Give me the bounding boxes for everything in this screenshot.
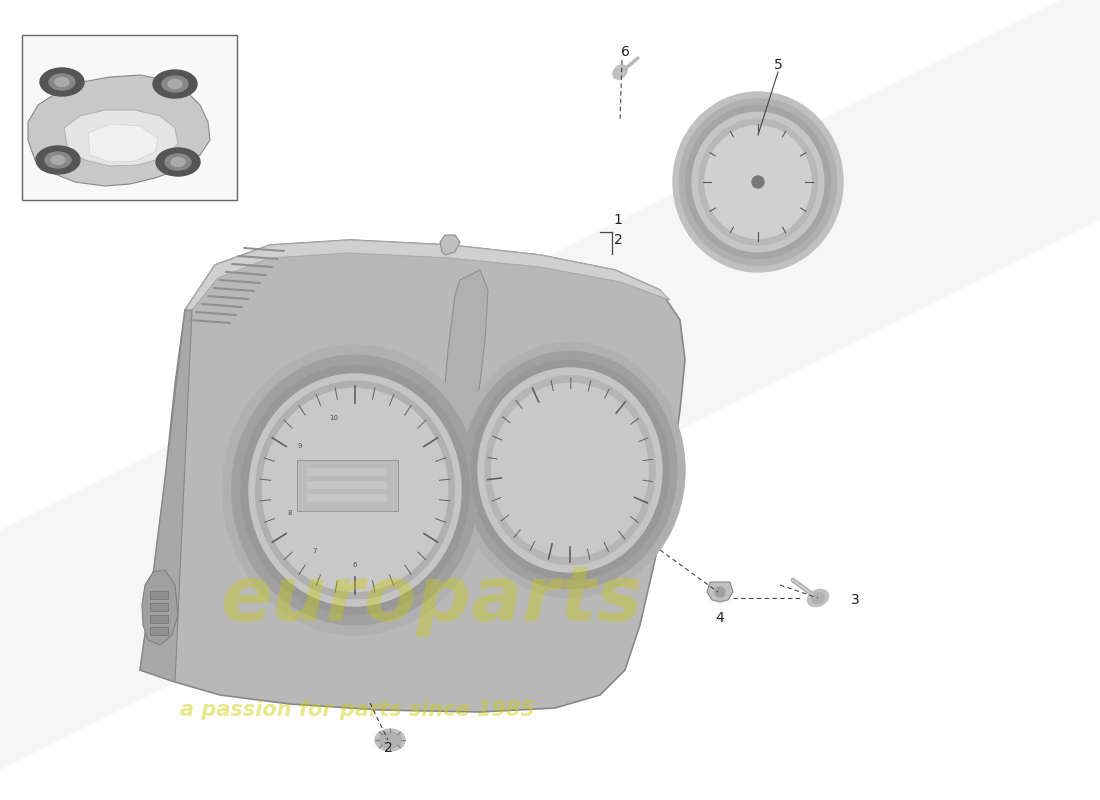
Text: 1: 1 (614, 213, 623, 227)
Ellipse shape (222, 345, 487, 635)
FancyBboxPatch shape (307, 468, 387, 476)
Ellipse shape (807, 590, 828, 606)
Ellipse shape (492, 383, 648, 557)
Ellipse shape (698, 119, 817, 245)
Polygon shape (718, 214, 798, 232)
Ellipse shape (232, 355, 478, 625)
Text: 7: 7 (312, 548, 317, 554)
FancyBboxPatch shape (297, 460, 398, 511)
Ellipse shape (812, 593, 824, 603)
Ellipse shape (45, 152, 72, 168)
Text: europarts: europarts (220, 563, 642, 637)
Ellipse shape (685, 106, 830, 258)
Ellipse shape (680, 98, 837, 266)
Text: 10: 10 (329, 415, 338, 422)
Text: a passion for parts since 1985: a passion for parts since 1985 (180, 700, 535, 720)
Polygon shape (185, 240, 670, 310)
Ellipse shape (471, 360, 669, 580)
Ellipse shape (249, 374, 461, 606)
Ellipse shape (170, 158, 185, 166)
Text: 3: 3 (850, 593, 859, 607)
Ellipse shape (463, 351, 676, 589)
FancyBboxPatch shape (150, 603, 168, 611)
Ellipse shape (55, 78, 69, 86)
FancyBboxPatch shape (307, 494, 387, 502)
Polygon shape (0, 0, 1100, 770)
Polygon shape (438, 270, 488, 545)
Ellipse shape (379, 732, 401, 748)
Ellipse shape (613, 65, 627, 79)
Polygon shape (140, 240, 685, 712)
Circle shape (752, 176, 764, 188)
Ellipse shape (673, 92, 843, 272)
Polygon shape (64, 110, 178, 166)
Polygon shape (88, 124, 158, 162)
Ellipse shape (478, 368, 662, 572)
Ellipse shape (162, 76, 188, 92)
Polygon shape (440, 235, 460, 255)
Ellipse shape (455, 342, 685, 598)
Text: 9: 9 (297, 442, 301, 449)
Ellipse shape (50, 74, 75, 90)
Ellipse shape (692, 112, 824, 252)
Circle shape (715, 587, 725, 597)
FancyBboxPatch shape (150, 615, 168, 623)
Text: 6: 6 (620, 45, 629, 59)
Ellipse shape (40, 68, 84, 96)
FancyBboxPatch shape (150, 591, 168, 599)
Ellipse shape (262, 389, 448, 591)
FancyBboxPatch shape (307, 481, 387, 489)
Ellipse shape (165, 154, 191, 170)
Ellipse shape (168, 79, 182, 89)
Ellipse shape (375, 729, 405, 751)
Text: 4: 4 (716, 611, 725, 625)
Polygon shape (707, 582, 733, 602)
Polygon shape (28, 75, 210, 186)
Ellipse shape (485, 376, 656, 564)
Text: 2: 2 (614, 233, 623, 247)
Ellipse shape (705, 126, 811, 238)
Ellipse shape (255, 382, 454, 598)
Ellipse shape (36, 146, 80, 174)
Text: 2: 2 (384, 741, 393, 755)
Ellipse shape (241, 366, 469, 614)
Polygon shape (700, 230, 726, 244)
Text: 8: 8 (287, 510, 292, 516)
Polygon shape (140, 310, 192, 682)
Ellipse shape (51, 155, 65, 165)
Ellipse shape (156, 148, 200, 176)
Text: 5: 5 (773, 58, 782, 72)
Polygon shape (142, 570, 178, 645)
FancyBboxPatch shape (22, 35, 236, 200)
FancyBboxPatch shape (150, 627, 168, 635)
Ellipse shape (153, 70, 197, 98)
Text: 6: 6 (353, 562, 358, 568)
